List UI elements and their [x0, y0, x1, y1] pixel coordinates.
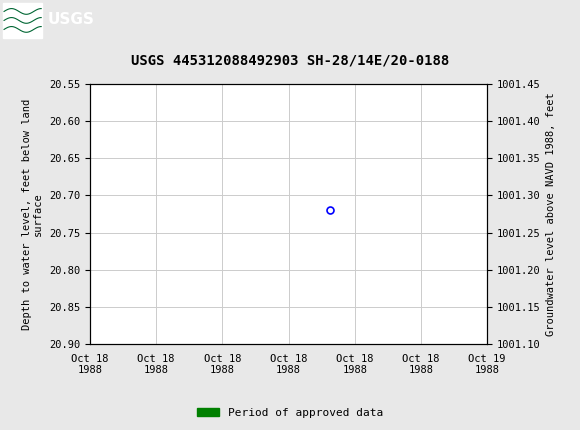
Text: USGS 445312088492903 SH-28/14E/20-0188: USGS 445312088492903 SH-28/14E/20-0188: [131, 53, 449, 67]
Y-axis label: Groundwater level above NAVD 1988, feet: Groundwater level above NAVD 1988, feet: [546, 92, 556, 336]
Text: USGS: USGS: [48, 12, 95, 27]
Bar: [3, 3, 42, 37]
Legend: Period of approved data: Period of approved data: [193, 403, 387, 422]
Y-axis label: Depth to water level, feet below land
surface: Depth to water level, feet below land su…: [22, 98, 44, 329]
